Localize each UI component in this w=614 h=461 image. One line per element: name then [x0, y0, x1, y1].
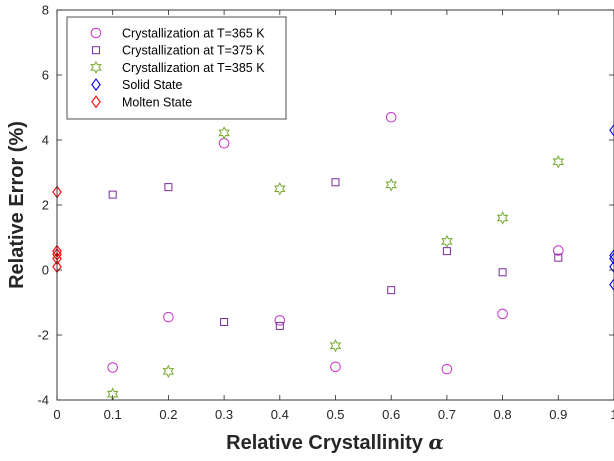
legend-entry: Crystallization at T=365 K — [90, 27, 265, 41]
y-tick-label: 8 — [42, 3, 49, 18]
legend-label: Molten State — [122, 95, 192, 109]
legend-marker — [91, 95, 101, 109]
x-tick-label: 0.6 — [382, 407, 400, 422]
data-point — [108, 190, 117, 199]
data-point — [609, 123, 614, 137]
legend-entry: Solid State — [91, 78, 183, 92]
data-point — [218, 126, 230, 140]
legend-marker — [90, 60, 102, 75]
data-point — [162, 364, 175, 379]
series-2 — [106, 126, 565, 401]
y-tick-label: 2 — [42, 198, 49, 213]
x-axis-title: Relative Crystallinity α — [226, 430, 444, 454]
x-tick-label: 0.2 — [159, 407, 177, 422]
x-tick-label: 0.8 — [494, 407, 512, 422]
data-point — [107, 362, 118, 373]
y-axis-title: Relative Error (%) — [6, 121, 28, 289]
plot-area — [52, 111, 614, 401]
y-tick-label: -2 — [37, 328, 49, 343]
data-point — [329, 339, 342, 353]
data-point — [496, 211, 509, 225]
legend-entry: Crystallization at T=375 K — [92, 44, 265, 58]
data-point — [609, 248, 614, 262]
legend-label: Crystallization at T=385 K — [122, 61, 265, 75]
data-point — [163, 311, 174, 323]
x-tick-label: 0.9 — [549, 407, 567, 422]
data-point — [274, 315, 286, 326]
data-point — [609, 260, 614, 274]
legend-label: Crystallization at T=365 K — [122, 27, 265, 41]
axes: 0 0.1 0.2 0.3 0.4 0.5 0.6 0.7 0.8 0.9 1 -4 -2 0 2 4 6 8 — [37, 3, 614, 422]
legend-marker — [90, 27, 102, 39]
data-point — [275, 321, 284, 330]
data-point — [164, 183, 173, 192]
y-tick-label: -4 — [37, 393, 49, 408]
series-0 — [107, 111, 564, 375]
x-tick-label: 1 — [610, 407, 614, 422]
data-point — [330, 361, 341, 373]
data-point — [220, 318, 229, 326]
data-point — [441, 234, 453, 249]
y-tick-label: 4 — [42, 133, 49, 148]
data-point — [609, 252, 614, 266]
legend-label: Solid State — [122, 78, 183, 92]
legend-entry: Crystallization at T=385 K — [90, 60, 265, 75]
x-tick-label: 0.4 — [271, 407, 289, 422]
y-tick-label: 6 — [42, 68, 49, 83]
data-point — [498, 268, 507, 277]
data-point — [273, 182, 286, 196]
data-point — [552, 155, 565, 169]
data-point — [387, 286, 396, 295]
x-tick-label: 0.7 — [438, 407, 456, 422]
x-tick-label: 0 — [53, 407, 60, 422]
x-tick-label: 0.3 — [215, 407, 233, 422]
legend-box — [66, 16, 287, 120]
data-point — [385, 178, 398, 192]
x-tick-label: 0.1 — [104, 407, 122, 422]
legend-marker — [91, 78, 101, 92]
x-tick-label: 0.5 — [326, 407, 344, 422]
series-3 — [609, 123, 614, 292]
data-point — [497, 308, 508, 320]
legend-entry: Molten State — [91, 95, 192, 109]
legend: Crystallization at T=365 K Crystallizatio… — [66, 16, 287, 120]
data-point — [385, 111, 397, 123]
legend-label: Crystallization at T=375 K — [122, 44, 265, 58]
series-1 — [108, 178, 563, 330]
data-point — [609, 278, 614, 292]
data-point — [553, 245, 564, 256]
data-point — [331, 178, 340, 187]
y-tick-label: 0 — [42, 263, 49, 278]
legend-marker — [92, 46, 100, 55]
data-point — [554, 253, 563, 262]
data-point — [441, 363, 453, 375]
x-axis-title-symbol: α — [428, 430, 443, 454]
x-axis-title-text: Relative Crystallinity — [226, 432, 424, 454]
